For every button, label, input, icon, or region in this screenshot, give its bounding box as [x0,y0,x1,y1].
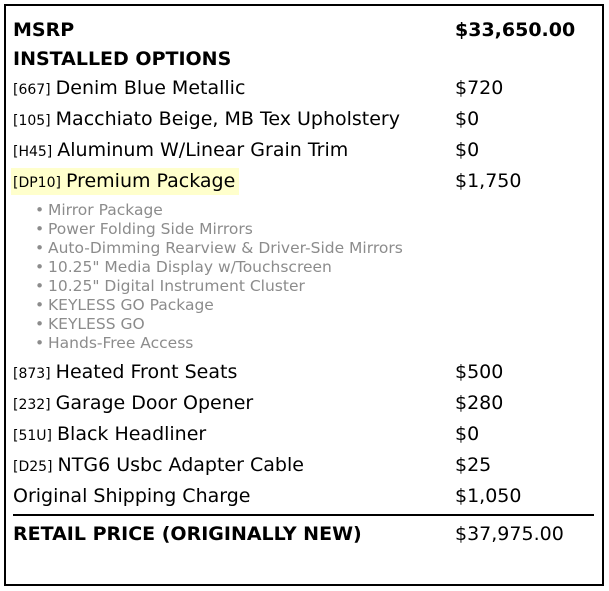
option-code: [H45] [13,144,53,160]
option-name: Premium Package [65,170,236,192]
option-code: [873] [13,366,51,382]
bullet-dot-icon: • [35,258,45,276]
option-code: [232] [13,397,51,413]
bullet-dot-icon: • [35,220,45,238]
bullet-dot-icon: • [35,296,45,314]
feature-item: • Auto-Dimming Rearview & Driver-Side Mir… [35,239,433,258]
feature-text: 10.25" Digital Instrument Cluster [48,277,305,295]
option-name: Heated Front Seats [55,361,238,383]
option-price: $0 [455,423,480,445]
option-label: [105] Macchiato Beige, MB Tex Upholstery [13,108,433,133]
feature-text: Power Folding Side Mirrors [48,220,253,238]
option-row-garage-door-opener: [232] Garage Door Opener $280 [13,392,594,417]
feature-item: • Hands-Free Access [35,334,433,353]
option-name: Aluminum W/Linear Grain Trim [57,139,349,161]
feature-item: • KEYLESS GO [35,315,433,334]
option-row-denim-blue-metallic: [667] Denim Blue Metallic $720 [13,77,594,102]
option-row-heated-front-seats: [873] Heated Front Seats $500 [13,361,594,386]
option-code: [105] [13,113,51,129]
shipping-charge-label: Original Shipping Charge [13,485,251,507]
option-price: $1,750 [455,170,522,192]
option-label: [232] Garage Door Opener [13,392,433,417]
option-row-ntg6-usbc-adapter-cable: [D25] NTG6 Usbc Adapter Cable $25 [13,454,594,479]
bullet-dot-icon: • [35,334,45,352]
feature-item: • 10.25" Digital Instrument Cluster [35,277,433,296]
shipping-charge-price: $1,050 [455,485,522,507]
installed-options-header-row: INSTALLED OPTIONS [13,48,594,71]
feature-item: • 10.25" Media Display w/Touchscreen [35,258,433,277]
option-name: Black Headliner [57,423,207,445]
option-name: Garage Door Opener [55,392,254,414]
price-sheet: MSRP $33,650.00 INSTALLED OPTIONS [667] D… [4,4,604,586]
shipping-charge-row: Original Shipping Charge $1,050 [13,485,594,508]
option-name: Denim Blue Metallic [55,77,246,99]
option-price: $500 [455,361,504,383]
option-row-black-headliner: [51U] Black Headliner $0 [13,423,594,448]
feature-text: 10.25" Media Display w/Touchscreen [48,258,332,276]
premium-package-features-list: • Mirror Package • Power Folding Side Mirr… [13,201,433,353]
option-label: [873] Heated Front Seats [13,361,433,386]
option-price: $720 [455,77,504,99]
option-price: $25 [455,454,492,476]
msrp-label: MSRP [13,19,75,41]
option-label: [667] Denim Blue Metallic [13,77,433,102]
option-label: [DP10] Premium Package [11,168,433,195]
feature-text: KEYLESS GO Package [48,296,214,314]
bullet-dot-icon: • [35,277,45,295]
option-label: [D25] NTG6 Usbc Adapter Cable [13,454,433,479]
option-label: [H45] Aluminum W/Linear Grain Trim [13,139,433,164]
option-code: [667] [13,82,51,98]
bullet-dot-icon: • [35,201,45,219]
retail-price-value: $37,975.00 [455,523,564,545]
installed-options-title: INSTALLED OPTIONS [13,48,232,70]
feature-text: Mirror Package [48,201,163,219]
option-name: NTG6 Usbc Adapter Cable [57,454,304,476]
option-row-aluminum-linear-grain-trim: [H45] Aluminum W/Linear Grain Trim $0 [13,139,594,164]
msrp-price: $33,650.00 [455,19,576,41]
feature-item: • Mirror Package [35,201,433,220]
option-code: [D25] [13,459,53,475]
msrp-row: MSRP $33,650.00 [13,19,594,42]
premium-package-highlight: [DP10] Premium Package [11,168,240,195]
feature-text: Auto-Dimming Rearview & Driver-Side Mirr… [48,239,403,257]
option-code: [DP10] [13,175,61,191]
option-label: [51U] Black Headliner [13,423,433,448]
feature-text: Hands-Free Access [48,334,194,352]
option-price: $0 [455,139,480,161]
option-price: $280 [455,392,504,414]
option-name: Macchiato Beige, MB Tex Upholstery [55,108,400,130]
feature-item: • KEYLESS GO Package [35,296,433,315]
retail-price-label: RETAIL PRICE (ORIGINALLY NEW) [13,523,362,545]
feature-item: • Power Folding Side Mirrors [35,220,433,239]
feature-text: KEYLESS GO [48,315,145,333]
bullet-dot-icon: • [35,239,45,257]
option-row-macchiato-beige-upholstery: [105] Macchiato Beige, MB Tex Upholstery … [13,108,594,133]
retail-price-row: RETAIL PRICE (ORIGINALLY NEW) $37,975.00 [13,514,594,546]
option-price: $0 [455,108,480,130]
bullet-dot-icon: • [35,315,45,333]
option-row-premium-package: [DP10] Premium Package $1,750 [11,168,594,195]
option-code: [51U] [13,428,52,444]
